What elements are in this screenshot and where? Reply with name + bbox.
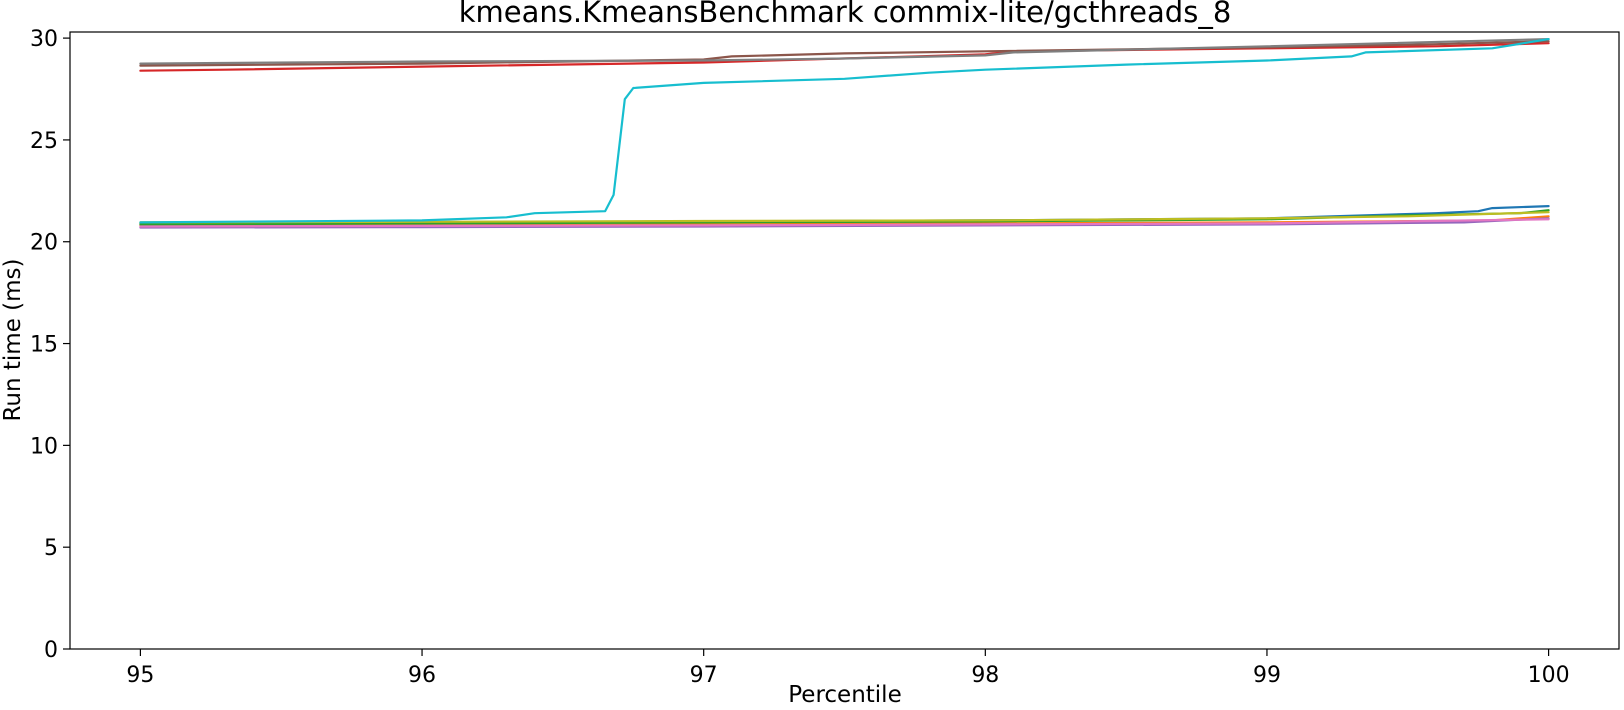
y-tick-label: 5 [44,536,58,561]
x-tick-label: 95 [126,663,154,688]
x-axis-label: Percentile [788,682,901,708]
y-tick-label: 15 [30,333,58,358]
chart-title: kmeans.KmeansBenchmark commix-lite/gcthr… [459,0,1232,29]
y-axis: 0 5 10 15 20 25 30 [30,27,70,663]
x-tick-label: 97 [690,663,718,688]
x-tick-label: 99 [1253,663,1281,688]
series-line-9 [139,211,1550,224]
y-tick-label: 25 [30,129,58,154]
y-tick-label: 30 [30,27,58,52]
series-line-8 [139,37,1550,65]
series-line-10 [139,37,1550,224]
series-layer [139,37,1550,229]
y-tick-label: 0 [44,638,58,663]
x-tick-label: 96 [408,663,436,688]
y-tick-label: 20 [30,231,58,256]
y-axis-label: Run time (ms) [0,258,26,421]
x-tick-label: 98 [971,663,999,688]
series-line-7 [139,218,1550,228]
plot-frame [69,31,1620,650]
x-axis: 95 96 97 98 99 100 [126,649,1570,688]
x-tick-label: 100 [1528,663,1570,688]
y-tick-label: 10 [30,434,58,459]
